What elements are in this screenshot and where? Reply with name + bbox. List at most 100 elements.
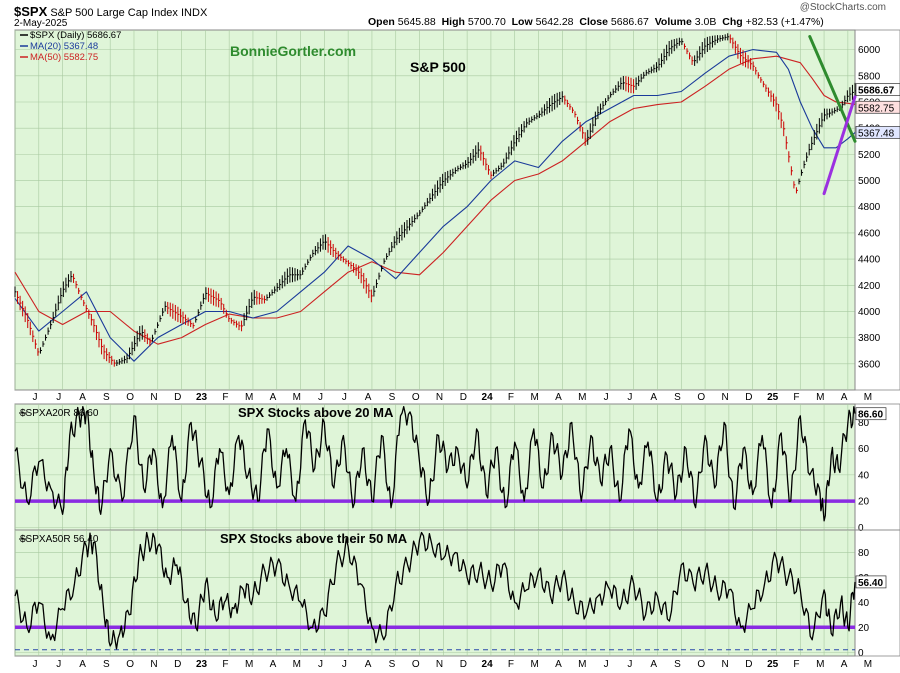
low-label: Low <box>511 16 533 28</box>
y-tick-label: 80 <box>858 548 870 559</box>
bottom-x-tick-label: M <box>293 659 301 670</box>
high-label: High <box>441 16 465 28</box>
spxa20r-title: SPX Stocks above 20 MA <box>238 405 394 420</box>
bottom-x-tick-label: A <box>270 659 277 670</box>
x-tick-label: O <box>412 392 420 403</box>
y-tick-label: 20 <box>858 497 870 508</box>
x-tick-label: D <box>174 392 181 403</box>
y-tick-label: 4600 <box>858 228 881 239</box>
bottom-x-tick-label: O <box>126 659 134 670</box>
x-tick-label: F <box>222 392 228 403</box>
bottom-x-tick-label: 25 <box>767 659 779 670</box>
bottom-x-tick-label: A <box>555 659 562 670</box>
close-label: Close <box>579 16 608 28</box>
open-value: 5645.88 <box>397 16 436 28</box>
x-tick-label: M <box>816 392 824 403</box>
bottom-x-tick-label: J <box>33 659 38 670</box>
bottom-x-tick-label: A <box>365 659 372 670</box>
x-tick-label: D <box>745 392 752 403</box>
x-tick-label: N <box>436 392 443 403</box>
x-tick-label: D <box>460 392 467 403</box>
bottom-x-tick-label: F <box>222 659 228 670</box>
bottom-x-tick-label: M <box>245 659 253 670</box>
ma50-line <box>14 55 856 345</box>
volume-value: 3.0B <box>694 16 717 28</box>
y-tick-label: 0 <box>858 648 864 659</box>
bottom-x-tick-label: S <box>389 659 396 670</box>
axis-frame <box>854 29 900 391</box>
bottom-x-tick-label: D <box>460 659 467 670</box>
watermark: @StockCharts.com <box>799 2 886 13</box>
bottom-x-tick-label: M <box>864 659 872 670</box>
y-tick-label: 20 <box>858 623 870 634</box>
y-tick-label: 4000 <box>858 307 881 318</box>
close-value: 5686.67 <box>610 16 649 28</box>
y-tick-label: 4200 <box>858 281 881 292</box>
y-tick-label: 5200 <box>858 150 881 161</box>
x-tick-label: 25 <box>767 392 779 403</box>
x-tick-label: O <box>697 392 705 403</box>
bottom-x-tick-label: A <box>79 659 86 670</box>
exchange: INDX <box>181 7 208 19</box>
x-tick-label: M <box>864 392 872 403</box>
bottom-x-tick-label: F <box>793 659 799 670</box>
brand-label: BonnieGortler.com <box>230 43 356 59</box>
y-tick-label: 3800 <box>858 333 881 344</box>
x-tick-label: A <box>555 392 562 403</box>
ma20-line <box>14 49 856 362</box>
symbol: $SPX <box>14 4 48 19</box>
x-tick-label: S <box>103 392 110 403</box>
price-tag-box <box>855 83 900 97</box>
x-tick-label: J <box>318 392 323 403</box>
bottom-x-tick-label: M <box>816 659 824 670</box>
y-tick-label: 40 <box>858 598 870 609</box>
x-tick-label: J <box>342 392 347 403</box>
bottom-x-tick-label: 23 <box>196 659 208 670</box>
x-tick-label: J <box>56 392 61 403</box>
y-tick-label: 3600 <box>858 359 881 370</box>
spxa20r-legend: $SPXA20R 86.60 <box>20 408 99 419</box>
x-tick-label: M <box>578 392 586 403</box>
bottom-x-tick-label: F <box>508 659 514 670</box>
y-tick-label: 4800 <box>858 202 881 213</box>
y-tick-label: 60 <box>858 444 870 455</box>
bottom-x-tick-label: N <box>436 659 443 670</box>
x-tick-label: M <box>245 392 253 403</box>
x-tick-label: 24 <box>482 392 494 403</box>
y-tick-label: 6000 <box>858 45 881 56</box>
spxa50r-last-box <box>855 575 887 589</box>
bottom-x-tick-label: M <box>578 659 586 670</box>
bottom-x-tick-label: M <box>531 659 539 670</box>
chart-header-line1: $SPX S&P 500 Large Cap Index INDX <box>14 4 207 19</box>
y-tick-label: 5000 <box>858 176 881 187</box>
open-label: Open <box>368 16 395 28</box>
bottom-x-tick-label: O <box>412 659 420 670</box>
bottom-x-tick-label: D <box>745 659 752 670</box>
panel-2-background <box>14 529 856 657</box>
volume-label: Volume <box>654 16 692 28</box>
y-tick-label: 4400 <box>858 255 881 266</box>
y-tick-label: 40 <box>858 470 870 481</box>
x-tick-label: 23 <box>196 392 208 403</box>
x-tick-label: O <box>126 392 134 403</box>
price-panel-title: S&P 500 <box>410 59 466 75</box>
spxa50r-title: SPX Stocks above their 50 MA <box>220 531 408 546</box>
spxa50r-last-label: 56.40 <box>858 578 883 589</box>
price-tag-label: 5367.48 <box>858 128 895 139</box>
bottom-x-tick-label: J <box>318 659 323 670</box>
spxa50r-line <box>14 531 856 650</box>
index-name: S&P 500 Large Cap Index <box>50 7 178 19</box>
x-tick-label: M <box>293 392 301 403</box>
spxa20r-last-box <box>855 407 887 421</box>
bottom-x-tick-label: A <box>841 659 848 670</box>
bottom-x-tick-label: J <box>627 659 632 670</box>
price-tag-label: 5582.75 <box>858 103 895 114</box>
bottom-x-tick-label: S <box>103 659 110 670</box>
bottom-x-tick-label: S <box>674 659 681 670</box>
price-tag-box <box>855 126 900 139</box>
x-tick-label: A <box>841 392 848 403</box>
bottom-x-tick-label: J <box>56 659 61 670</box>
spxa20r-line <box>14 405 856 522</box>
ohlc-readout: Open 5645.88 High 5700.70 Low 5642.28 Cl… <box>368 16 824 28</box>
